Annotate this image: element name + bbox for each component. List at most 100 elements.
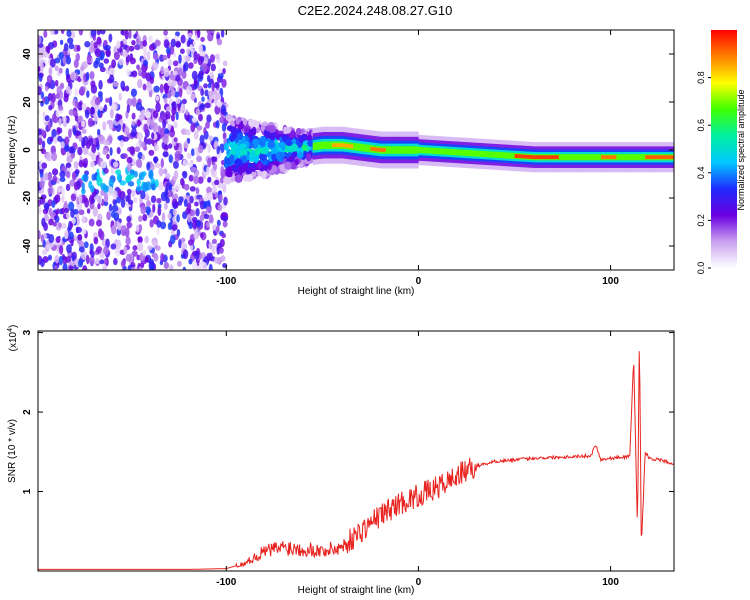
spectrogram-cell bbox=[252, 138, 260, 146]
spectrogram-cell bbox=[247, 131, 253, 139]
spectrogram-cell bbox=[143, 48, 147, 58]
spectrogram-cell bbox=[378, 147, 381, 152]
spectrogram-cell bbox=[137, 151, 143, 160]
spectrogram-cell bbox=[120, 225, 127, 233]
spectrogram-cell bbox=[556, 155, 559, 160]
spectrogram-cell bbox=[581, 154, 584, 161]
spectrogram-cell bbox=[130, 189, 136, 198]
spectrogram-cell bbox=[60, 207, 65, 215]
spectrogram-cell bbox=[599, 154, 602, 161]
spectrogram-cell bbox=[71, 217, 76, 224]
spectrogram-cell bbox=[133, 197, 138, 204]
spectrogram-cell bbox=[216, 100, 223, 108]
spectrogram-cell bbox=[142, 59, 149, 67]
spectrogram-cell bbox=[73, 143, 78, 150]
spectrogram-cell bbox=[98, 79, 103, 90]
spectrogram-cell bbox=[131, 120, 136, 127]
spectrogram-cell bbox=[351, 144, 354, 149]
spectrogram-cell bbox=[221, 232, 226, 239]
spectrogram-cell bbox=[147, 245, 153, 251]
spectrogram-cell bbox=[670, 155, 673, 160]
spectrogram-cell bbox=[218, 247, 224, 254]
spectrogram-cell bbox=[182, 249, 189, 260]
spectrogram-cell bbox=[383, 148, 386, 152]
y-tick-label: 0 bbox=[22, 147, 33, 153]
spectrogram-cell bbox=[68, 128, 72, 139]
spectrogram-cell bbox=[166, 47, 171, 55]
spectrogram-cell bbox=[180, 34, 186, 44]
spectrogram-cell bbox=[207, 90, 214, 97]
spectrogram-cell bbox=[156, 219, 162, 228]
spectrogram-cell bbox=[163, 39, 170, 49]
spectrogram-cell bbox=[404, 146, 408, 154]
spectrogram-cell bbox=[158, 181, 165, 192]
spectrogram-cell bbox=[224, 142, 229, 151]
spectrogram-cell bbox=[191, 70, 198, 81]
spectrogram-cell bbox=[616, 154, 619, 161]
spectrogram-cell bbox=[441, 148, 444, 155]
spectrogram-cell bbox=[243, 125, 251, 133]
spectrogram-cell bbox=[90, 185, 95, 193]
spectrogram-cell bbox=[316, 142, 319, 150]
spectrogram-cell bbox=[214, 92, 222, 100]
spectrogram-cell bbox=[103, 245, 110, 256]
spectrogram-cell bbox=[150, 163, 155, 171]
spectrogram-cell bbox=[49, 211, 56, 218]
spectrogram-cell bbox=[107, 135, 113, 142]
spectrogram-cell bbox=[138, 171, 145, 181]
spectrogram-cell bbox=[108, 67, 116, 75]
spectrogram-cell bbox=[163, 261, 169, 270]
spectrogram-cell bbox=[112, 81, 119, 87]
spectrogram-cell bbox=[210, 167, 214, 174]
spectrogram-cell bbox=[155, 95, 160, 101]
spectrogram-cell bbox=[318, 141, 321, 150]
spectrogram-cell bbox=[199, 134, 205, 145]
spectrogram-cell bbox=[92, 34, 96, 41]
spectrogram-cell bbox=[183, 183, 190, 191]
spectrogram-cell bbox=[107, 186, 114, 197]
x-tick-label: -100 bbox=[216, 276, 236, 287]
spectrogram-cell bbox=[142, 40, 148, 47]
spectrogram-cell bbox=[146, 200, 151, 207]
spectrogram-cell bbox=[85, 254, 90, 265]
spectrogram-cell bbox=[177, 67, 183, 77]
spectrogram-cell bbox=[182, 63, 187, 73]
spectrogram-cell bbox=[206, 166, 210, 175]
spectrogram-cell bbox=[86, 208, 91, 214]
spectrogram-cell bbox=[184, 55, 191, 62]
spectrogram-cell bbox=[168, 182, 173, 192]
spectrogram-cell bbox=[193, 231, 199, 240]
spectrogram-cell bbox=[119, 180, 126, 186]
spectrogram-cell bbox=[108, 203, 113, 212]
spectrogram-cell bbox=[96, 246, 103, 254]
spectrogram-cell bbox=[54, 264, 58, 270]
spectrogram-cell bbox=[44, 172, 49, 181]
spectrogram-cell bbox=[130, 88, 138, 98]
spectrogram-cell bbox=[81, 215, 86, 224]
spectrogram-cell bbox=[189, 195, 194, 204]
spectrogram-cell bbox=[98, 62, 104, 69]
spectrogram-cell bbox=[330, 141, 333, 149]
spectrogram-cell bbox=[71, 254, 76, 262]
spectrogram-cell bbox=[65, 170, 70, 178]
spectrogram-cell bbox=[78, 159, 84, 168]
spectrogram-cell bbox=[522, 154, 525, 159]
spectrogram-cell bbox=[153, 85, 160, 93]
spectrogram-cell bbox=[128, 30, 132, 40]
colorbar-tick-label: 0.2 bbox=[696, 214, 706, 227]
spectrogram-cell bbox=[168, 143, 173, 149]
spectrogram-cell bbox=[234, 158, 243, 167]
spectrogram-cell bbox=[62, 263, 68, 270]
spectrogram-cell bbox=[242, 118, 248, 126]
spectrogram-cell bbox=[504, 152, 508, 159]
spectrogram-cell bbox=[122, 136, 129, 142]
spectrogram-cell bbox=[164, 89, 169, 95]
spectrogram-cell bbox=[77, 146, 83, 156]
spectrogram-cell bbox=[121, 86, 126, 92]
spectrogram-cell bbox=[229, 135, 235, 142]
spectrogram-cell bbox=[326, 141, 329, 149]
spectrogram-cell bbox=[362, 144, 365, 152]
spectrogram-cell bbox=[81, 103, 87, 111]
spectrogram-cell bbox=[453, 149, 456, 156]
spectrogram-cell bbox=[149, 219, 154, 228]
